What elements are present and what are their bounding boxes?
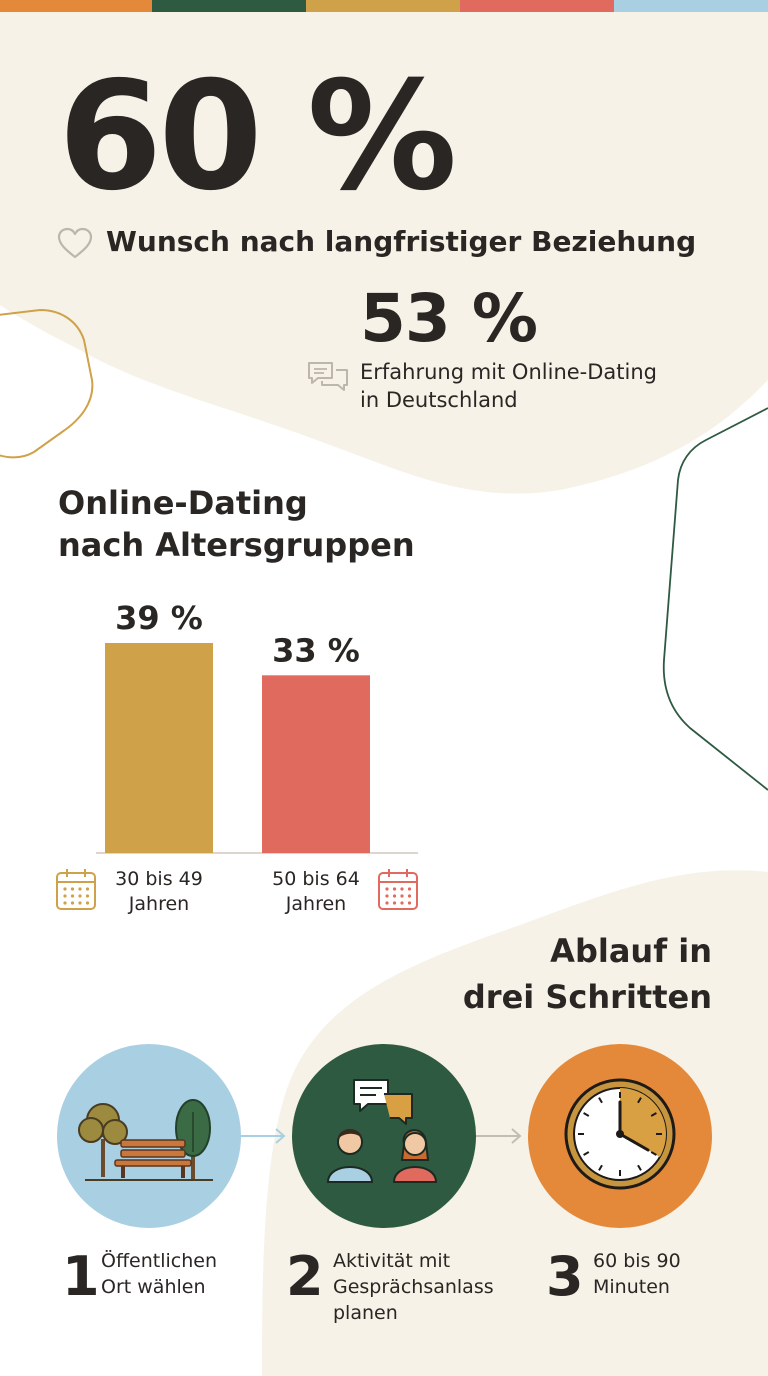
step-1-number: 1 — [62, 1245, 100, 1308]
category-label-1: Jahren — [128, 893, 189, 915]
step-3-text: 60 bis 90 Minuten — [593, 1248, 743, 1300]
step-2-circle — [292, 1044, 476, 1228]
step-3-text-line: 60 bis 90 — [593, 1250, 681, 1272]
step-3-text-line: Minuten — [593, 1276, 670, 1298]
secondary-label-line1: Erfahrung mit Online-Dating — [360, 360, 657, 384]
step-2-text-line: Aktivität mit — [333, 1250, 451, 1272]
steps-title-line2: drei Schritten — [462, 978, 712, 1016]
chart-title-line1: Online-Dating — [58, 484, 308, 522]
cream-blob-bottom — [262, 870, 768, 1376]
arrow-right-icon — [476, 1128, 522, 1144]
stripe-orange — [0, 0, 152, 12]
step-3-number: 3 — [546, 1245, 584, 1308]
category-label-1: 30 bis 49 — [115, 868, 203, 890]
stripe-coral — [460, 0, 614, 12]
chart-title-line2: nach Altersgruppen — [58, 526, 415, 564]
category-label-2: Jahren — [285, 893, 346, 915]
secondary-label: Erfahrung mit Online-Dating in Deutschla… — [360, 358, 740, 414]
heart-icon — [57, 227, 93, 259]
step-2-text: Aktivität mit Gesprächsanlass planen — [333, 1248, 533, 1326]
gold-hexagon-outline — [0, 308, 94, 459]
clock-icon — [564, 1078, 676, 1190]
category-label-2: 50 bis 64 — [272, 868, 360, 890]
step-2-number: 2 — [286, 1245, 324, 1308]
step-1-text-line: Ort wählen — [101, 1276, 206, 1298]
bar-1 — [105, 643, 213, 853]
chat-bubbles-icon — [308, 362, 348, 391]
age-group-bar-chart: 39 % 30 bis 49 Jahren 33 % 50 bis 64 Jahren — [56, 599, 418, 915]
stripe-green — [152, 0, 306, 12]
step-2-text-line: Gesprächsanlass — [333, 1276, 494, 1298]
step-2-text-line: planen — [333, 1302, 398, 1324]
secondary-label-line2: in Deutschland — [360, 388, 518, 412]
green-hexagon-outline — [662, 407, 768, 791]
park-bench-icon — [78, 1099, 213, 1181]
steps-title-line1: Ablauf in — [550, 932, 712, 970]
steps-title: Ablauf in drei Schritten — [400, 928, 712, 1020]
bar-2 — [262, 675, 370, 853]
cream-blob-top — [0, 0, 768, 494]
step-1-circle — [57, 1044, 241, 1228]
conversation-people-icon — [326, 1079, 438, 1183]
hero-label: Wunsch nach langfristiger Beziehung — [106, 225, 697, 258]
stripe-lightblue — [614, 0, 768, 12]
step-1-text: Öffentlichen Ort wählen — [101, 1248, 271, 1300]
bar-value-label-1: 39 % — [115, 599, 203, 637]
hero-stat: 60 % — [58, 50, 457, 224]
calendar-icon — [56, 869, 96, 910]
stripe-mustard — [306, 0, 460, 12]
arrow-right-icon — [240, 1128, 286, 1144]
step-1-text-line: Öffentlichen — [101, 1250, 218, 1272]
chart-title: Online-Dating nach Altersgruppen — [58, 482, 478, 566]
bar-value-label-2: 33 % — [272, 631, 360, 669]
step-3-circle — [528, 1044, 712, 1228]
secondary-stat: 53 % — [360, 280, 538, 357]
calendar-icon — [378, 869, 418, 910]
